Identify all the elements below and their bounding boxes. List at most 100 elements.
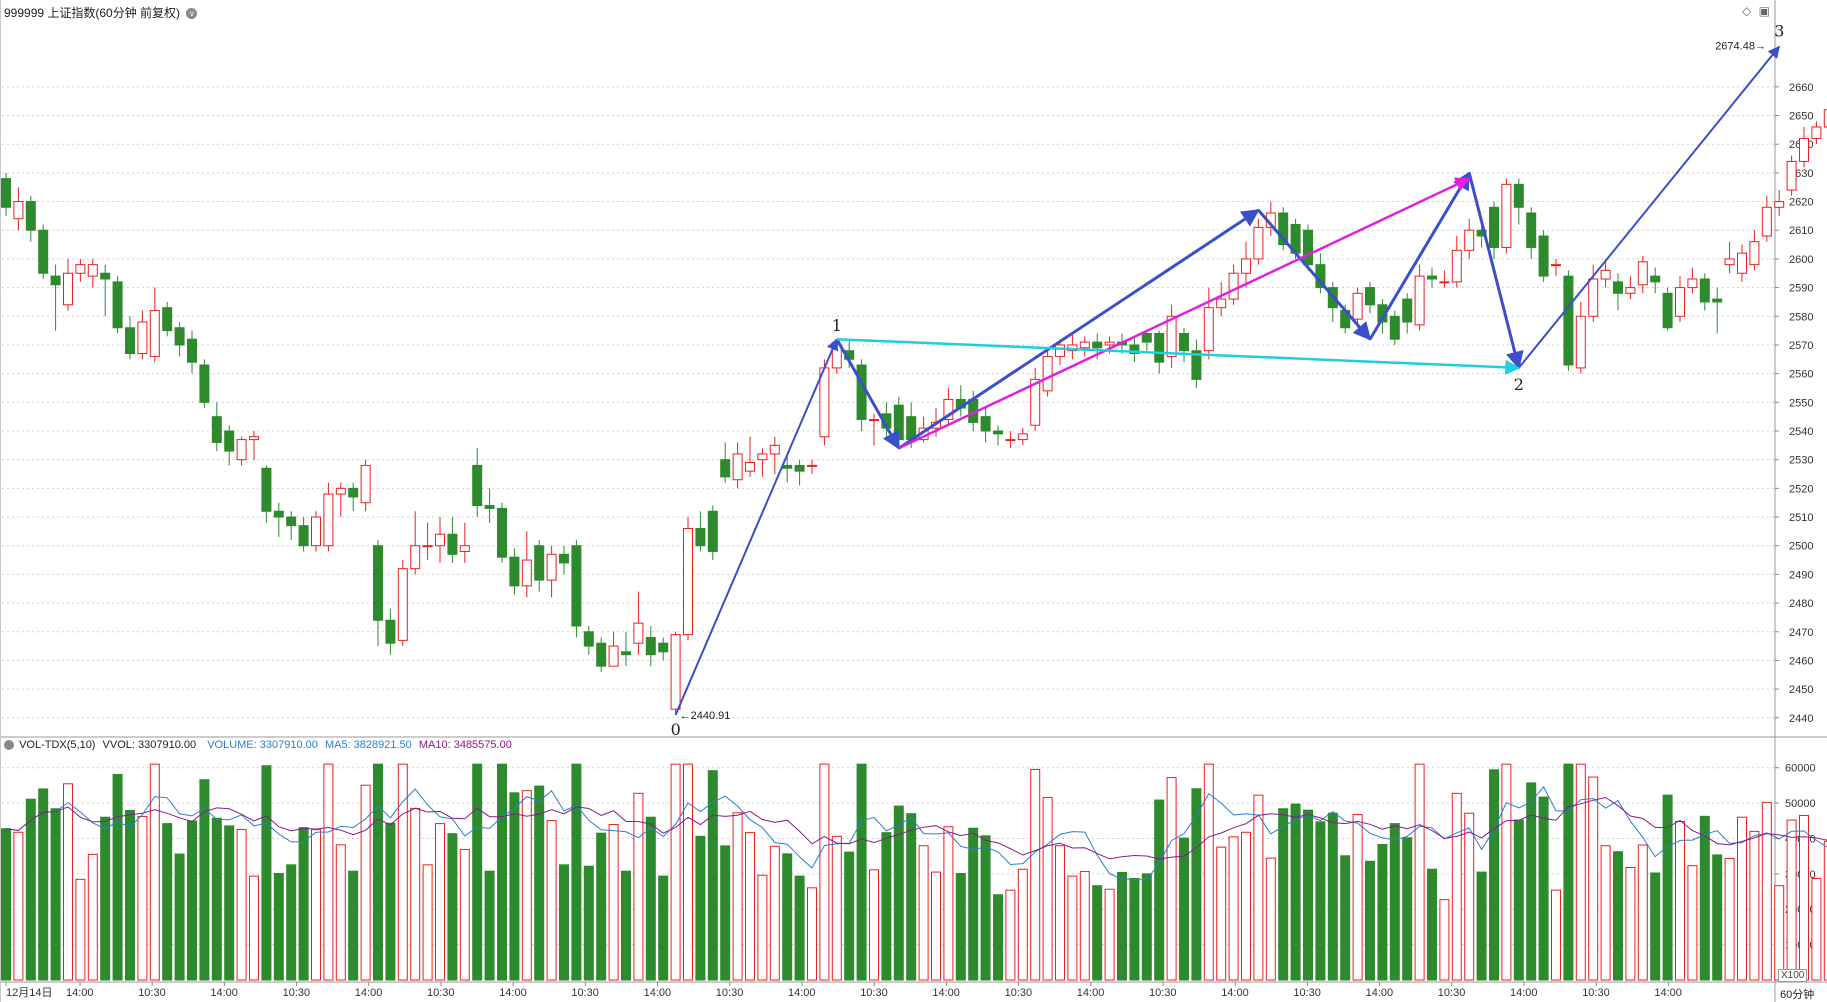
- volume-bar: [1104, 888, 1115, 981]
- swing-label: 3: [1774, 22, 1784, 41]
- candle: [1613, 281, 1623, 294]
- time-tick-label: 14:00: [355, 987, 383, 999]
- candle: [621, 651, 631, 656]
- candle: [447, 533, 458, 555]
- volume-bar: [1327, 812, 1338, 981]
- volume-bar: [1489, 769, 1499, 981]
- time-tick-label: 10:30: [283, 987, 311, 999]
- candle: [397, 568, 408, 641]
- volume-bar: [1476, 871, 1487, 981]
- price-tick-label: 2470: [1789, 627, 1813, 639]
- volume-bar: [236, 828, 247, 981]
- volume-bar: [149, 763, 160, 981]
- price-tick-label: 2550: [1789, 397, 1813, 409]
- volume-bar: [757, 874, 768, 981]
- candle: [1402, 298, 1413, 323]
- chevron-circle-icon[interactable]: v: [186, 8, 198, 20]
- candle: [695, 528, 706, 547]
- volume-bar: [1414, 763, 1425, 981]
- volume-bar: [25, 798, 36, 981]
- price-tick-label: 2570: [1789, 340, 1813, 352]
- volume-bar: [1712, 854, 1723, 981]
- volume-bar: [1067, 875, 1078, 981]
- candle: [534, 545, 545, 581]
- volume-bar: [50, 808, 61, 981]
- volume-bar: [1265, 857, 1276, 981]
- candle: [1774, 201, 1785, 208]
- period-label[interactable]: 60分钟: [1780, 989, 1815, 1001]
- volume-bar: [1141, 873, 1152, 981]
- volume-tick-label: 50000: [1785, 798, 1816, 810]
- candle: [1451, 249, 1462, 283]
- candle: [1079, 341, 1090, 349]
- volume-bar: [38, 788, 49, 981]
- candle: [794, 464, 805, 472]
- candle: [1625, 287, 1636, 294]
- volume-bar: [1439, 899, 1450, 981]
- time-tick-label: 10:30: [1438, 987, 1466, 999]
- candle: [720, 459, 731, 478]
- volume-bar: [1761, 801, 1772, 981]
- volume-bar: [621, 870, 631, 981]
- candle: [745, 462, 755, 472]
- candle: [633, 622, 644, 644]
- volume-bar: [1699, 815, 1710, 981]
- candle: [187, 338, 197, 363]
- time-tick-label: 14:00: [1077, 987, 1105, 999]
- candle: [583, 631, 594, 647]
- chart-header: 999999 上证指数(60分钟 前复权) v: [4, 4, 198, 21]
- volume-bar: [397, 763, 408, 981]
- diamond-icon[interactable]: ◇: [1742, 4, 1752, 18]
- candle: [1538, 235, 1549, 277]
- volume-bar: [546, 820, 557, 981]
- panel-icon[interactable]: ▣: [1758, 4, 1770, 18]
- candle: [1575, 315, 1586, 369]
- volume-bar: [1055, 845, 1065, 981]
- time-tick-label: 14:00: [1510, 987, 1538, 999]
- wave-arrow-2-3: [1518, 45, 1780, 369]
- candle: [100, 272, 111, 280]
- swing-label: 0: [671, 720, 681, 739]
- candle: [732, 453, 743, 481]
- candle: [1737, 252, 1747, 274]
- candle: [1489, 206, 1499, 248]
- volume-bar: [447, 833, 458, 981]
- volume-bar: [1017, 868, 1028, 981]
- unit-label: X100: [1778, 969, 1808, 982]
- candle: [1637, 261, 1648, 286]
- wave-arrow: [835, 338, 901, 450]
- time-tick-label: 10:30: [571, 987, 599, 999]
- volume-bar: [1402, 837, 1413, 981]
- volume-bar: [931, 871, 941, 981]
- swing-label: 2: [1514, 375, 1524, 394]
- volume-bar: [521, 790, 532, 981]
- time-tick-label: 10:30: [138, 987, 166, 999]
- swing-label: 1: [832, 316, 842, 335]
- candle: [1017, 433, 1028, 441]
- volume-bar: [1513, 819, 1524, 981]
- volume-bar: [844, 851, 855, 981]
- candle: [670, 634, 681, 710]
- candle: [769, 444, 780, 455]
- volume-bar: [422, 864, 433, 981]
- volume-bar: [1042, 796, 1053, 981]
- candle: [645, 636, 656, 656]
- candle: [1166, 315, 1177, 357]
- volume-bar: [670, 763, 681, 981]
- candle: [1278, 212, 1289, 246]
- wave-arrow-0-1: [674, 338, 839, 716]
- candle: [1154, 332, 1165, 363]
- time-tick-label: 14:00: [499, 987, 527, 999]
- candle: [993, 430, 1003, 435]
- volume-bar: [63, 783, 73, 981]
- candle: [1526, 212, 1537, 248]
- candle: [497, 507, 507, 558]
- volume-bar: [1724, 857, 1735, 981]
- volume-bar: [720, 845, 731, 981]
- collapse-icon[interactable]: [4, 740, 14, 751]
- volume-bar: [1551, 889, 1561, 981]
- volume-bar: [943, 826, 954, 981]
- candle: [38, 229, 49, 274]
